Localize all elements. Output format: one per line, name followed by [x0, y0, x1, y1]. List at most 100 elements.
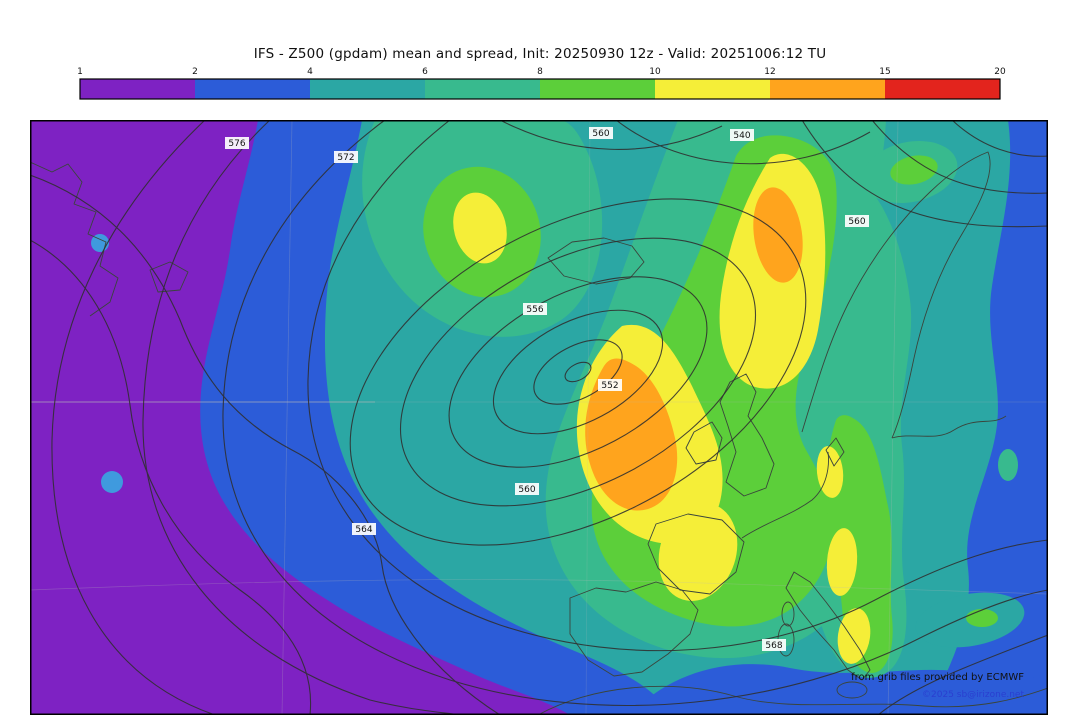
colorbar-segment [885, 79, 1000, 99]
coast-north-sea [741, 451, 829, 539]
coast-baltic [891, 415, 1007, 439]
contour-open [51, 120, 216, 715]
contour-label: 572 [334, 151, 358, 163]
colorbar-tick: 15 [879, 67, 890, 77]
coast-ireland [685, 421, 723, 465]
contour-label-bg [730, 129, 754, 141]
coast-labrador [30, 161, 119, 317]
coast-scandinavia [801, 151, 991, 439]
contour-label-bg [523, 303, 547, 315]
spread-region-orange [585, 187, 803, 511]
colorbar-segment [195, 79, 310, 99]
contour-label-text: 560 [848, 217, 865, 227]
graticule-line [281, 120, 293, 715]
map-border [30, 120, 1048, 715]
contour-label-text: 576 [228, 139, 245, 149]
coast-sicily [836, 681, 868, 699]
colorbar-tick: 4 [307, 67, 313, 77]
teal-green-east-dot [998, 449, 1018, 481]
contour-open [307, 120, 1048, 652]
spread-region-purple [30, 120, 570, 715]
colorbar-segment [425, 79, 540, 99]
colorbar-segment [80, 79, 195, 99]
green-southeast-dot [966, 609, 998, 627]
contour-open [499, 120, 723, 150]
contour-label-text: 560 [518, 485, 535, 495]
contour-label-bg [515, 483, 539, 495]
contour-label-text: 556 [526, 305, 543, 315]
coast-iceland [547, 237, 645, 285]
orange-central-core [585, 358, 678, 511]
contour-label: 564 [352, 523, 376, 535]
coastlines [30, 151, 1048, 715]
colorbar-segment [310, 79, 425, 99]
contour-label-bg [762, 639, 786, 651]
contour-label: 540 [730, 129, 754, 141]
yellow-south-blob [658, 503, 738, 601]
colorbar-border [79, 78, 1001, 100]
contour-closed [399, 237, 757, 507]
contour-label: 568 [762, 639, 786, 651]
colorbar-segment [540, 79, 655, 99]
contour-open [30, 239, 312, 715]
colorbar-segments [79, 78, 1001, 100]
orange-north-core [753, 187, 803, 283]
graticule-line [887, 120, 899, 715]
contour-open [222, 120, 1048, 707]
colorbar-tick: 6 [422, 67, 428, 77]
attribution-copyright: ©2025 sb@irizone.net [922, 690, 1024, 700]
coast-italy [785, 571, 871, 681]
colorbar-tick: 20 [994, 67, 1006, 77]
spread-blue-east [926, 120, 1048, 715]
yellow-east-blob [837, 608, 871, 664]
graticule [30, 120, 1048, 715]
contour-open [615, 120, 871, 165]
coast-island [149, 261, 189, 293]
contour-open [871, 120, 1048, 194]
contour-label-bg [352, 523, 376, 535]
coast-corsica [781, 601, 795, 627]
colorbar-ticks: 1 2 4 6 8 10 12 15 20 [77, 67, 1006, 77]
green-northeast-dot [890, 155, 938, 185]
contour-label-bg [589, 127, 613, 139]
contour-open [801, 120, 1048, 228]
colorbar-tick: 2 [192, 67, 198, 77]
colorbar-tick: 8 [537, 67, 543, 77]
contour-label-text: 540 [733, 131, 750, 141]
contour-label: 560 [589, 127, 613, 139]
contour-closed [533, 339, 623, 405]
contour-label: 552 [598, 379, 622, 391]
contour-label-text: 572 [337, 153, 354, 163]
z500-contour-labels: 576 572 560 540 560 556 [225, 127, 869, 651]
colorbar-segment [655, 79, 770, 99]
contour-label-text: 560 [592, 129, 609, 139]
coast-france [647, 513, 745, 595]
contour-closed [349, 198, 807, 546]
contour-label: 560 [515, 483, 539, 495]
coast-north-africa [537, 686, 1048, 715]
colorbar-tick: 1 [77, 67, 83, 77]
attribution-ecmwf: from grib files provided by ECMWF [851, 672, 1024, 683]
coast-great-britain [719, 373, 775, 497]
contour-label-bg [225, 137, 249, 149]
contour-open [30, 174, 501, 715]
yellow-east-blob [826, 528, 858, 596]
graticule-line [30, 579, 1048, 595]
coast-denmark [825, 437, 845, 467]
colorbar-tick: 10 [649, 67, 661, 77]
contour-closed [492, 309, 664, 435]
yellow-northwest-core [453, 192, 507, 264]
spread-colorbar: 1 2 4 6 8 10 12 15 20 [77, 67, 1006, 100]
contour-closed [564, 361, 592, 383]
contour-label: 560 [845, 215, 869, 227]
contour-label-text: 552 [601, 381, 618, 391]
contour-open [877, 634, 1048, 715]
contour-label: 556 [523, 303, 547, 315]
colorbar-segment [770, 79, 885, 99]
contour-label-bg [334, 151, 358, 163]
chart-title: IFS - Z500 (gpdam) mean and spread, Init… [253, 46, 827, 62]
z500-contour-lines [30, 120, 1048, 715]
contour-open [142, 120, 461, 715]
z500-map: 576 572 560 540 560 556 [30, 120, 1048, 715]
